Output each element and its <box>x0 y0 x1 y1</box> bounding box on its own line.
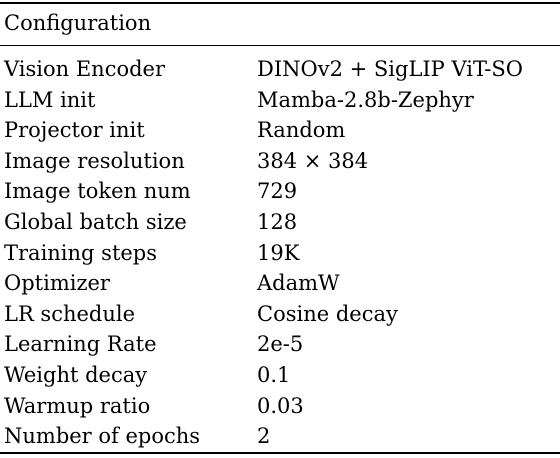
table-row: Projector init Random <box>0 115 560 146</box>
bottom-rule <box>0 452 560 454</box>
table-row: Image resolution 384 × 384 <box>0 146 560 177</box>
row-value: 0.1 <box>257 362 291 387</box>
table-row: Global batch size 128 <box>0 207 560 238</box>
row-value: AdamW <box>257 271 340 296</box>
table-row: Number of epochs 2 <box>0 421 560 452</box>
row-value: Cosine decay <box>257 301 398 326</box>
table-row: LLM init Mamba-2.8b-Zephyr <box>0 85 560 116</box>
row-value: 2e-5 <box>257 332 304 357</box>
header-rule <box>0 45 560 46</box>
row-key: Global batch size <box>4 209 187 234</box>
row-key: Projector init <box>4 118 145 143</box>
row-value: 2 <box>257 424 271 449</box>
table-row: Image token num 729 <box>0 176 560 207</box>
row-key: Image token num <box>4 179 191 204</box>
table-row: Vision Encoder DINOv2 + SigLIP ViT-SO <box>0 54 560 85</box>
table-row: Warmup ratio 0.03 <box>0 391 560 422</box>
table-row: Optimizer AdamW <box>0 268 560 299</box>
table-row: Weight decay 0.1 <box>0 360 560 391</box>
row-key: Vision Encoder <box>4 57 166 81</box>
top-rule <box>0 2 560 4</box>
table-header: Configuration <box>4 11 152 35</box>
row-key: LLM init <box>4 87 96 112</box>
row-key: Learning Rate <box>4 332 157 357</box>
row-value: 384 × 384 <box>257 148 369 173</box>
row-value: Random <box>257 118 346 143</box>
table-body: Vision Encoder DINOv2 + SigLIP ViT-SO LL… <box>0 54 560 452</box>
row-value: 0.03 <box>257 393 304 418</box>
row-value: DINOv2 + SigLIP ViT-SO <box>257 57 523 81</box>
row-key: Training steps <box>4 240 158 265</box>
table-row: LR schedule Cosine decay <box>0 299 560 330</box>
row-key: Number of epochs <box>4 424 201 449</box>
row-value: 19K <box>257 240 300 265</box>
row-key: Image resolution <box>4 148 185 173</box>
row-value: 729 <box>257 179 298 204</box>
table-row: Training steps 19K <box>0 238 560 269</box>
row-value: Mamba-2.8b-Zephyr <box>257 87 474 112</box>
table-row: Learning Rate 2e-5 <box>0 329 560 360</box>
row-key: Optimizer <box>4 271 110 296</box>
row-key: LR schedule <box>4 301 136 326</box>
row-key: Warmup ratio <box>4 393 151 418</box>
row-value: 128 <box>257 209 298 234</box>
row-key: Weight decay <box>4 362 148 387</box>
